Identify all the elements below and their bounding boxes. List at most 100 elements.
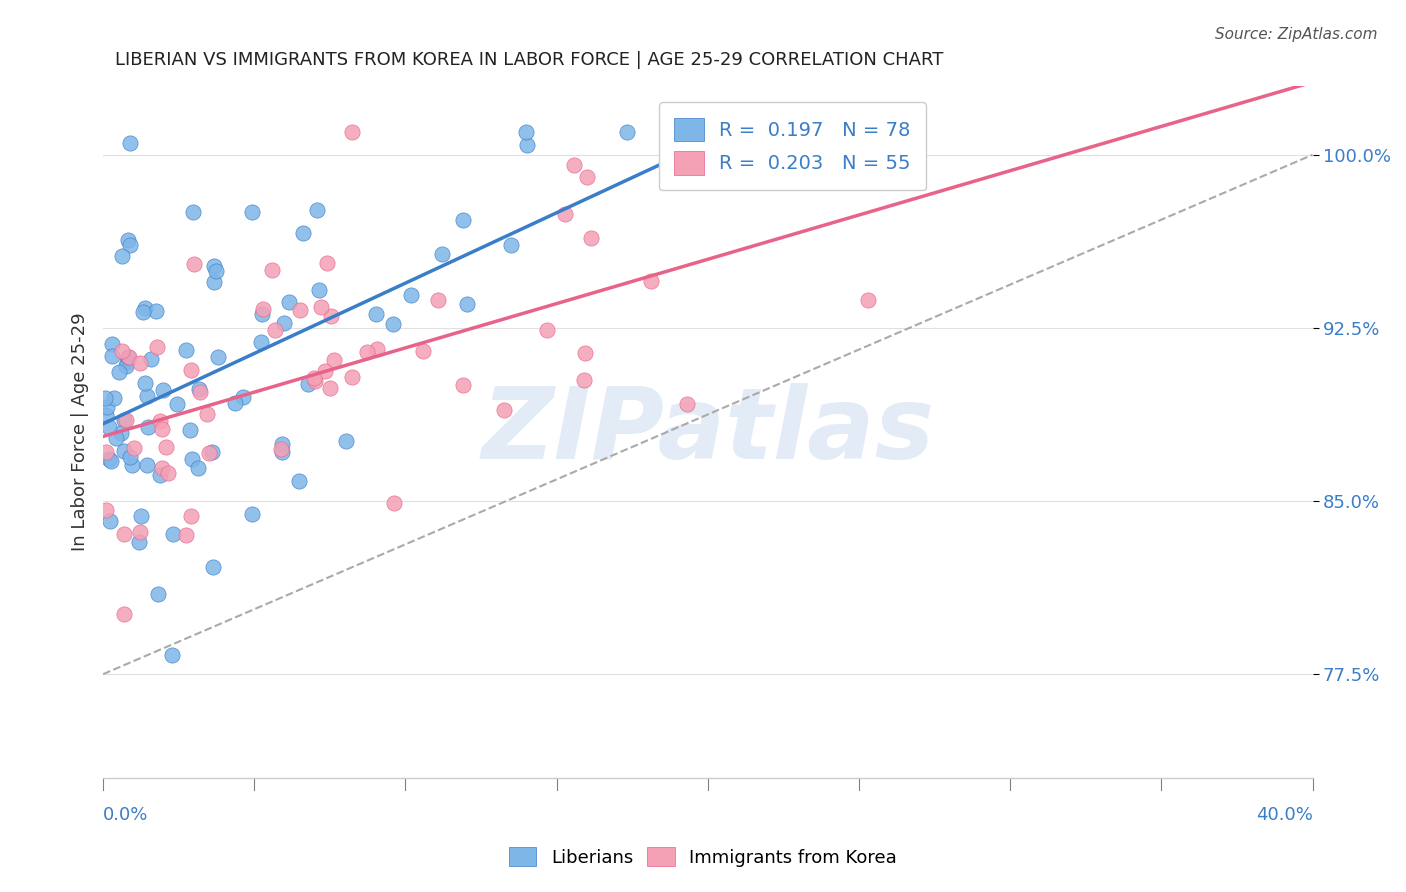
Liberians <box>499 238 522 252</box>
Liberians <box>382 317 405 331</box>
Liberians <box>364 307 387 321</box>
Immigrants from Korea <box>252 301 274 316</box>
Immigrants from Korea <box>492 402 515 417</box>
Immigrants from Korea <box>155 440 177 454</box>
Immigrants from Korea <box>176 528 198 542</box>
Liberians <box>162 527 184 541</box>
Liberians <box>202 259 225 273</box>
Immigrants from Korea <box>112 607 135 621</box>
Liberians <box>132 304 155 318</box>
Liberians <box>240 204 263 219</box>
Immigrants from Korea <box>309 300 332 314</box>
Immigrants from Korea <box>554 207 576 221</box>
Text: 40.0%: 40.0% <box>1256 805 1313 823</box>
Liberians <box>117 355 139 369</box>
Immigrants from Korea <box>576 170 599 185</box>
Liberians <box>101 337 124 351</box>
Liberians <box>166 397 188 411</box>
Immigrants from Korea <box>129 356 152 370</box>
Immigrants from Korea <box>366 342 388 356</box>
Liberians <box>128 535 150 549</box>
Immigrants from Korea <box>427 293 450 308</box>
Liberians <box>160 648 183 662</box>
Liberians <box>145 303 167 318</box>
Liberians <box>207 350 229 364</box>
Immigrants from Korea <box>382 496 405 510</box>
Liberians <box>97 451 120 466</box>
Y-axis label: In Labor Force | Age 25-29: In Labor Force | Age 25-29 <box>72 312 89 551</box>
Immigrants from Korea <box>581 231 603 245</box>
Liberians <box>103 391 125 405</box>
Immigrants from Korea <box>183 257 205 271</box>
Liberians <box>100 453 122 467</box>
Liberians <box>94 408 117 422</box>
Immigrants from Korea <box>150 461 173 475</box>
Liberians <box>97 419 120 434</box>
Immigrants from Korea <box>94 444 117 458</box>
Liberians <box>110 249 132 263</box>
Liberians <box>149 467 172 482</box>
Text: ZIPatlas: ZIPatlas <box>481 384 935 480</box>
Immigrants from Korea <box>304 374 326 388</box>
Liberians <box>202 559 225 574</box>
Liberians <box>174 343 197 358</box>
Liberians <box>117 233 139 247</box>
Immigrants from Korea <box>195 407 218 421</box>
Liberians <box>205 264 228 278</box>
Liberians <box>224 396 246 410</box>
Immigrants from Korea <box>356 344 378 359</box>
Liberians <box>616 125 638 139</box>
Liberians <box>451 213 474 227</box>
Liberians <box>180 451 202 466</box>
Liberians <box>118 136 141 150</box>
Liberians <box>152 383 174 397</box>
Liberians <box>134 301 156 315</box>
Liberians <box>179 423 201 437</box>
Immigrants from Korea <box>180 509 202 524</box>
Legend: Liberians, Immigrants from Korea: Liberians, Immigrants from Korea <box>502 840 904 874</box>
Immigrants from Korea <box>150 422 173 436</box>
Liberians <box>136 420 159 434</box>
Liberians <box>112 413 135 427</box>
Liberians <box>232 390 254 404</box>
Immigrants from Korea <box>260 263 283 277</box>
Immigrants from Korea <box>315 256 337 270</box>
Immigrants from Korea <box>451 378 474 392</box>
Text: 0.0%: 0.0% <box>103 805 149 823</box>
Liberians <box>110 425 132 440</box>
Immigrants from Korea <box>124 442 146 456</box>
Immigrants from Korea <box>111 343 134 358</box>
Liberians <box>297 377 319 392</box>
Immigrants from Korea <box>562 158 585 172</box>
Liberians <box>148 587 170 601</box>
Liberians <box>136 458 159 472</box>
Liberians <box>252 307 274 321</box>
Immigrants from Korea <box>94 502 117 516</box>
Liberians <box>131 508 153 523</box>
Immigrants from Korea <box>322 352 344 367</box>
Immigrants from Korea <box>856 293 879 308</box>
Liberians <box>516 138 538 153</box>
Liberians <box>120 238 142 252</box>
Liberians <box>96 400 118 414</box>
Liberians <box>118 450 141 465</box>
Immigrants from Korea <box>112 527 135 541</box>
Immigrants from Korea <box>340 125 363 139</box>
Liberians <box>288 474 311 488</box>
Immigrants from Korea <box>342 370 364 384</box>
Liberians <box>335 434 357 449</box>
Legend: R =  0.197   N = 78, R =  0.203   N = 55: R = 0.197 N = 78, R = 0.203 N = 55 <box>659 103 927 190</box>
Liberians <box>271 437 294 451</box>
Immigrants from Korea <box>412 343 434 358</box>
Liberians <box>515 125 537 139</box>
Liberians <box>181 205 204 219</box>
Liberians <box>187 460 209 475</box>
Immigrants from Korea <box>290 303 312 318</box>
Immigrants from Korea <box>149 414 172 428</box>
Liberians <box>240 507 263 521</box>
Immigrants from Korea <box>198 446 221 460</box>
Immigrants from Korea <box>302 370 325 384</box>
Immigrants from Korea <box>536 323 558 337</box>
Immigrants from Korea <box>676 396 699 410</box>
Liberians <box>278 294 301 309</box>
